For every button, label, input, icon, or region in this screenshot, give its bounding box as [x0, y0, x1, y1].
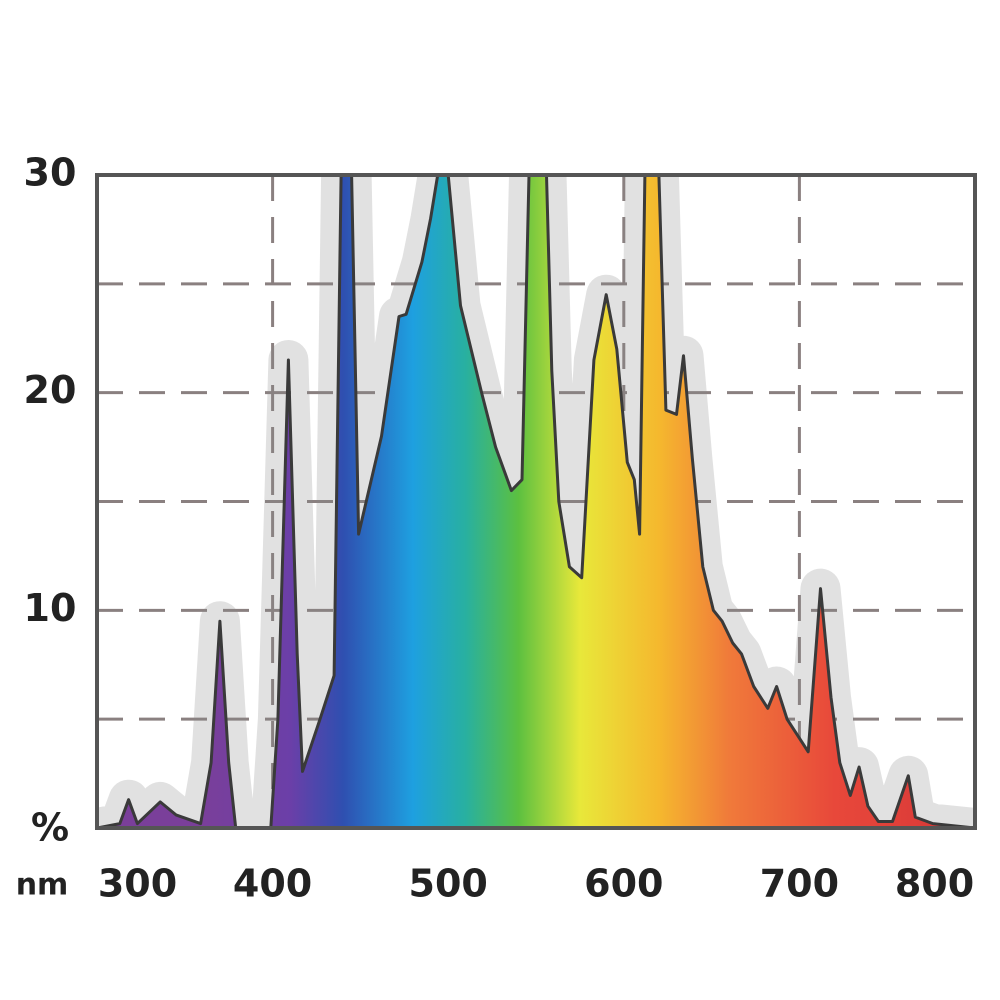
plot-frame: [95, 173, 977, 830]
x-tick-label: 400: [233, 862, 312, 906]
y-tick-label: 20: [24, 368, 77, 412]
y-unit-label: %: [31, 806, 69, 850]
spectrum-area: [97, 175, 975, 828]
x-tick-label: 300: [98, 862, 177, 906]
x-tick-label: 500: [409, 862, 488, 906]
y-tick-label: 10: [24, 586, 77, 630]
spectrum-outline: [97, 175, 975, 828]
x-tick-label: 600: [584, 862, 663, 906]
labels: % nm 10 20 30 300 400 500 600 700 800: [16, 151, 974, 906]
plot-area: [97, 175, 975, 828]
x-tick-label: 700: [760, 862, 839, 906]
x-tick-label: 800: [895, 862, 974, 906]
y-tick-label: 30: [24, 151, 77, 195]
x-unit-label: nm: [16, 868, 69, 903]
